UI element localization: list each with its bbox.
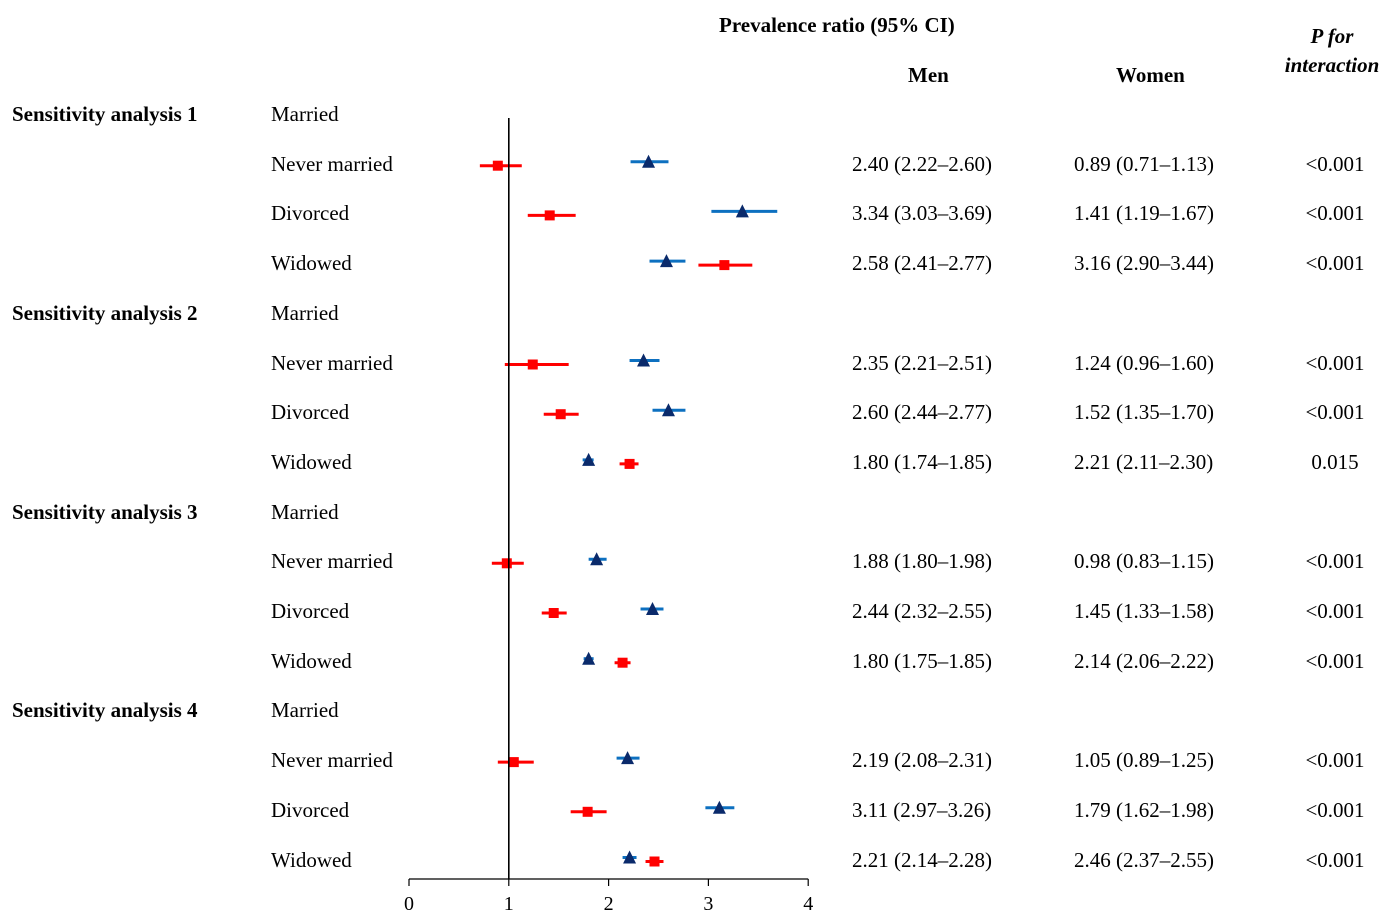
women-estimate-text: 1.52 (1.35–1.70)	[1074, 400, 1214, 425]
women-estimate-marker	[527, 359, 538, 370]
p-interaction-value: <0.001	[1305, 400, 1365, 425]
p-interaction-value: <0.001	[1305, 599, 1365, 623]
p-interaction-value: <0.001	[1305, 648, 1365, 673]
men-estimate-text: 2.58 (2.41–2.77)	[852, 251, 992, 276]
category-label: Never married	[271, 748, 393, 773]
women-estimate-marker	[719, 260, 730, 271]
p-interaction-value: 0.015	[1311, 449, 1359, 474]
prevalence-ratio-header: Prevalence ratio (95% CI)	[719, 13, 955, 37]
men-estimate-marker	[590, 552, 604, 566]
men-estimate-text: 3.11 (2.97–3.26)	[852, 797, 992, 822]
category-label: Divorced	[271, 797, 350, 822]
women-estimate-text: 2.46 (2.37–2.55)	[1074, 847, 1214, 872]
women-estimate-text: 1.41 (1.19–1.67)	[1074, 201, 1214, 226]
women-estimate-marker	[617, 657, 628, 668]
x-tick-label: 0	[404, 893, 414, 914]
category-label: Widowed	[271, 847, 352, 872]
p-interaction-line1: P for	[1310, 24, 1354, 48]
men-estimate-text: 1.80 (1.74–1.85)	[852, 449, 992, 474]
reference-category-label: Married	[271, 499, 339, 524]
reference-category-label: Married	[271, 102, 339, 126]
men-estimate-marker	[661, 403, 675, 417]
women-estimate-marker	[624, 458, 635, 469]
category-label: Never married	[271, 350, 393, 375]
reference-category-label: Married	[271, 698, 339, 723]
men-estimate-marker	[621, 751, 635, 765]
x-tick-label: 4	[803, 893, 813, 914]
category-label: Never married	[271, 151, 393, 176]
p-interaction-value: <0.001	[1305, 847, 1365, 872]
men-estimate-text: 1.88 (1.80–1.98)	[852, 549, 992, 574]
category-label: Widowed	[271, 251, 352, 276]
men-estimate-marker	[646, 602, 660, 615]
category-label: Never married	[271, 549, 393, 574]
men-estimate-marker	[735, 204, 749, 218]
category-label: Divorced	[271, 400, 350, 425]
women-estimate-text: 1.24 (0.96–1.60)	[1074, 350, 1214, 375]
x-tick-label: 2	[604, 893, 614, 914]
x-tick-label: 3	[703, 893, 713, 914]
p-interaction-value: <0.001	[1305, 251, 1365, 276]
women-estimate-marker	[582, 806, 593, 817]
women-estimate-marker	[492, 160, 503, 171]
men-estimate-text: 1.80 (1.75–1.85)	[852, 648, 992, 673]
category-label: Widowed	[271, 648, 352, 673]
women-estimate-text: 1.05 (0.89–1.25)	[1074, 748, 1214, 773]
women-column-header: Women	[1116, 63, 1185, 87]
women-estimate-text: 0.89 (0.71–1.13)	[1074, 151, 1214, 176]
men-estimate-marker	[582, 651, 596, 665]
men-estimate-marker	[659, 254, 673, 268]
men-estimate-marker	[582, 452, 596, 466]
p-interaction-value: <0.001	[1305, 151, 1365, 176]
men-estimate-text: 2.60 (2.44–2.77)	[852, 400, 992, 425]
men-estimate-marker	[637, 353, 651, 367]
men-estimate-marker	[712, 800, 726, 814]
women-estimate-text: 1.79 (1.62–1.98)	[1074, 797, 1214, 822]
men-estimate-text: 2.19 (2.08–2.31)	[852, 748, 992, 773]
men-column-header: Men	[908, 63, 949, 87]
p-interaction-header: P for interaction	[1276, 22, 1388, 80]
p-interaction-value: <0.001	[1305, 201, 1365, 226]
section-label: Sensitivity analysis 3	[12, 499, 198, 524]
women-estimate-marker	[548, 608, 559, 618]
men-estimate-marker	[623, 850, 637, 864]
p-interaction-value: <0.001	[1305, 797, 1365, 822]
reference-category-label: Married	[271, 300, 339, 325]
men-estimate-text: 3.34 (3.03–3.69)	[852, 201, 992, 226]
women-estimate-marker	[544, 210, 555, 221]
men-estimate-text: 2.44 (2.32–2.55)	[852, 599, 992, 623]
women-estimate-text: 1.45 (1.33–1.58)	[1074, 599, 1214, 623]
p-interaction-value: <0.001	[1305, 549, 1365, 574]
women-estimate-marker	[501, 558, 512, 569]
men-estimate-text: 2.40 (2.22–2.60)	[852, 151, 992, 176]
women-estimate-text: 3.16 (2.90–3.44)	[1074, 251, 1214, 276]
section-label: Sensitivity analysis 1	[12, 102, 198, 126]
category-label: Divorced	[271, 599, 350, 623]
women-estimate-marker	[508, 757, 519, 768]
section-label: Sensitivity analysis 4	[12, 698, 198, 723]
category-label: Divorced	[271, 201, 350, 226]
women-estimate-marker	[649, 856, 660, 867]
section-label: Sensitivity analysis 2	[12, 300, 198, 325]
men-estimate-text: 2.35 (2.21–2.51)	[852, 350, 992, 375]
women-estimate-text: 0.98 (0.83–1.15)	[1074, 549, 1214, 574]
p-interaction-value: <0.001	[1305, 748, 1365, 773]
women-estimate-text: 2.14 (2.06–2.22)	[1074, 648, 1214, 673]
x-tick-label: 1	[504, 893, 514, 914]
women-estimate-marker	[555, 409, 566, 420]
category-label: Widowed	[271, 449, 352, 474]
men-estimate-marker	[642, 154, 656, 168]
men-estimate-text: 2.21 (2.14–2.28)	[852, 847, 992, 872]
p-interaction-line2: interaction	[1284, 53, 1380, 77]
p-interaction-value: <0.001	[1305, 350, 1365, 375]
women-estimate-text: 2.21 (2.11–2.30)	[1074, 449, 1214, 474]
